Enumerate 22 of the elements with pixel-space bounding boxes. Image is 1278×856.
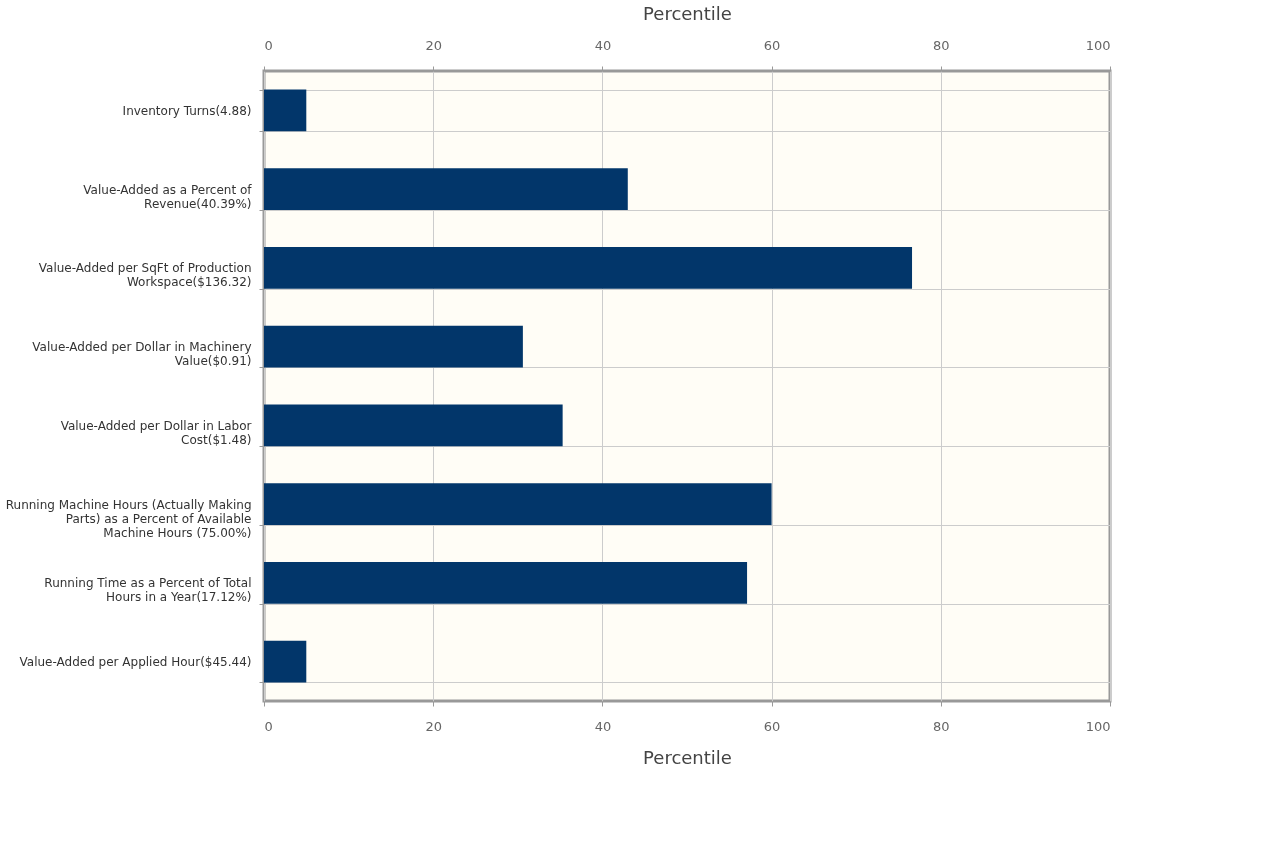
y-tick-label: Value-Added per Dollar in Labor Cost($1.48)	[60, 418, 252, 447]
x2-tick-label: 0	[264, 37, 273, 53]
x2-tick-label: 60	[763, 37, 781, 53]
y-tick-label: Inventory Turns(4.88)	[122, 103, 252, 118]
x-tick-label: 20	[425, 718, 442, 734]
x2-tick-label: 40	[594, 37, 612, 53]
y-tick-label: Running Machine Hours (Actually Making Parts) as a Percent of Available Machine Hours (75.00%)	[5, 497, 252, 540]
x2-tick-label: 100	[1085, 37, 1111, 53]
x-tick-label: 100	[1085, 718, 1111, 734]
x2-tick-label: 80	[933, 37, 950, 53]
x-tick-label: 60	[763, 718, 781, 734]
y-tick-label: Value-Added as a Percent of Revenue(40.39%)	[83, 182, 253, 211]
x-axis-title: Percentile	[643, 746, 732, 768]
x-tick-label: 40	[594, 718, 612, 734]
y-tick-label: Running Time as a Percent of Total Hours in a Year(17.12%)	[44, 576, 252, 605]
x-tick-label: 80	[933, 718, 950, 734]
y-tick-label: Value-Added per Dollar in Machinery Value($0.91)	[32, 340, 252, 369]
x-tick-label: 0	[264, 718, 273, 734]
x2-tick-label: 20	[425, 37, 442, 53]
x2-axis-title: Percentile	[643, 2, 732, 24]
y-tick-label: Value-Added per Applied Hour($45.44)	[19, 655, 252, 670]
y-tick-label: Value-Added per SqFt of Production Workspace($136.32)	[38, 261, 252, 290]
